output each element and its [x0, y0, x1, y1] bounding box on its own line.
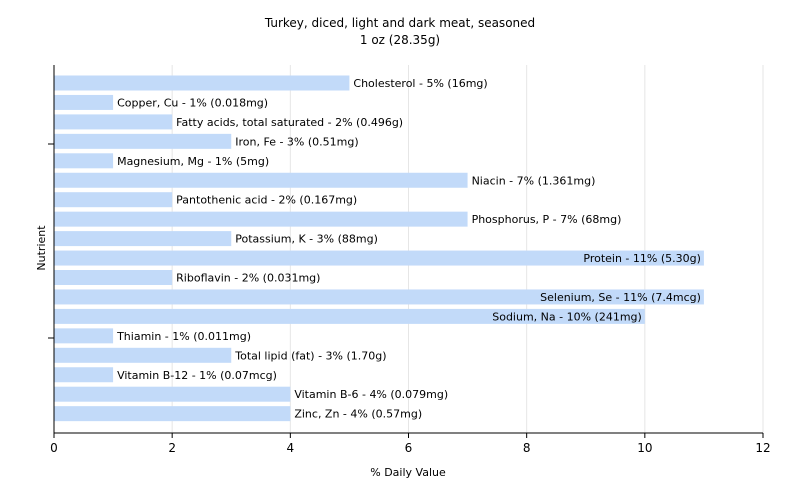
x-tick-label: 6 — [405, 441, 413, 455]
bar — [54, 133, 232, 149]
bar-label: Iron, Fe - 3% (0.51mg) — [235, 135, 358, 148]
bar-label: Total lipid (fat) - 3% (1.70g) — [234, 349, 386, 362]
bar-label: Pantothenic acid - 2% (0.167mg) — [176, 194, 357, 207]
x-tick-label: 10 — [637, 441, 652, 455]
bar — [54, 386, 291, 402]
bar — [54, 270, 173, 285]
bar — [54, 328, 114, 344]
bar — [54, 250, 704, 266]
bar — [54, 406, 291, 422]
bar — [54, 211, 468, 227]
chart-title: Turkey, diced, light and dark meat, seas… — [264, 16, 536, 30]
bar-label: Copper, Cu - 1% (0.018mg) — [117, 96, 268, 109]
bar — [54, 114, 173, 130]
x-tick-label: 2 — [168, 441, 176, 455]
bar-label: Riboflavin - 2% (0.031mg) — [176, 272, 320, 285]
bar-label: Fatty acids, total saturated - 2% (0.496… — [176, 116, 403, 129]
axes: 0 2 4 6 8 10 12 — [48, 65, 771, 455]
x-tick-label: 12 — [755, 441, 770, 455]
bar — [54, 308, 645, 324]
bar-label: Potassium, K - 3% (88mg) — [235, 233, 378, 246]
bar-label: Vitamin B-12 - 1% (0.07mcg) — [117, 369, 277, 382]
x-tick-label: 0 — [50, 441, 58, 455]
bar-label: Phosphorus, P - 7% (68mg) — [472, 213, 622, 226]
bar-label: Cholesterol - 5% (16mg) — [353, 77, 487, 90]
bar-label: Magnesium, Mg - 1% (5mg) — [117, 155, 269, 168]
bars: Cholesterol - 5% (16mg) Copper, Cu - 1% (… — [54, 75, 704, 422]
x-tick-label: 8 — [523, 441, 531, 455]
x-axis-title: % Daily Value — [370, 466, 446, 479]
bar-label: Zinc, Zn - 4% (0.57mg) — [294, 408, 422, 421]
bar — [54, 75, 350, 91]
x-tick-label: 4 — [287, 441, 295, 455]
bar — [54, 153, 114, 169]
bar-label: Thiamin - 1% (0.011mg) — [116, 330, 251, 343]
bar — [54, 94, 114, 110]
bar — [54, 231, 232, 247]
bar-label: Niacin - 7% (1.361mg) — [472, 174, 596, 187]
chart-subtitle: 1 oz (28.35g) — [359, 33, 441, 47]
bar — [54, 192, 173, 208]
grid-lines — [171, 65, 764, 433]
bar-label: Selenium, Se - 11% (7.4mcg) — [540, 291, 701, 304]
bar — [54, 172, 468, 188]
bar-label: Vitamin B-6 - 4% (0.079mg) — [294, 388, 448, 401]
y-axis-title: Nutrient — [35, 225, 48, 271]
bar — [54, 367, 114, 383]
bar — [54, 289, 704, 305]
bar-label: Protein - 11% (5.30g) — [583, 252, 701, 265]
bar-label: Sodium, Na - 10% (241mg) — [492, 310, 642, 323]
bar — [54, 347, 232, 363]
